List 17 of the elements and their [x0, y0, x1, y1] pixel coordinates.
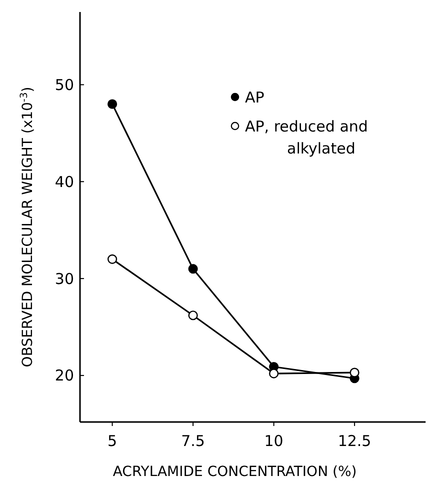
y-tick-label: 20	[54, 366, 74, 385]
point	[108, 254, 118, 264]
x-tick-label: 7.5	[181, 432, 205, 450]
y-tick-label: 30	[54, 270, 74, 288]
point	[268, 368, 279, 378]
point	[188, 310, 198, 320]
x-tick-label: 5	[108, 432, 118, 450]
legend-label: AP, reduced and alkylated	[245, 117, 368, 158]
point	[188, 264, 198, 274]
y-tick-label: 40	[54, 172, 74, 191]
x-axis-title: ACRYLAMIDE CONCENTRATION (%)	[112, 464, 357, 480]
x-tick-label: 12.5	[338, 432, 372, 450]
point	[108, 99, 118, 109]
x-tick-label: 10	[264, 432, 284, 450]
point	[350, 368, 360, 378]
y-tick-label: 50	[54, 76, 74, 94]
legend-label: AP	[245, 88, 264, 106]
